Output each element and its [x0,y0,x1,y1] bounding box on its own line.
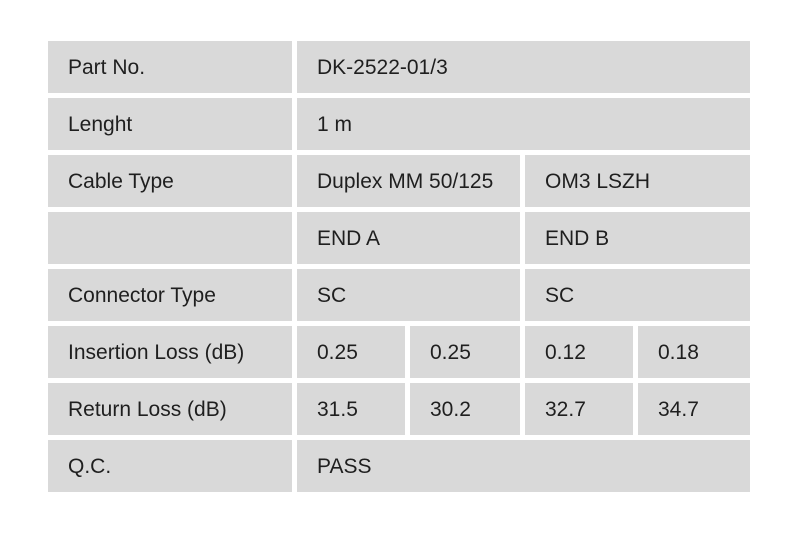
cell-part-no-label: Part No. [48,41,292,93]
cell-insertion-loss-label: Insertion Loss (dB) [48,326,292,378]
cell-end-spacer [48,212,292,264]
cell-insertion-loss-end-b-2: 0.18 [638,326,750,378]
cell-connector-type-end-b: SC [525,269,750,321]
cell-length-value: 1 m [297,98,750,150]
cell-end-b-header: END B [525,212,750,264]
cell-connector-type-label: Connector Type [48,269,292,321]
cell-insertion-loss-end-a-2: 0.25 [410,326,520,378]
qc-spec-table: Part No. DK-2522-01/3 Lenght 1 m Cable T… [43,36,755,497]
cell-insertion-loss-end-b-1: 0.12 [525,326,633,378]
table-row-insertion-loss: Insertion Loss (dB) 0.25 0.25 0.12 0.18 [48,326,750,378]
cell-return-loss-end-a-1: 31.5 [297,383,405,435]
table-row-connector-type: Connector Type SC SC [48,269,750,321]
cell-return-loss-end-b-2: 34.7 [638,383,750,435]
cell-return-loss-end-a-2: 30.2 [410,383,520,435]
table-row-cable-type: Cable Type Duplex MM 50/125 OM3 LSZH [48,155,750,207]
table-row-length: Lenght 1 m [48,98,750,150]
table-row-qc: Q.C. PASS [48,440,750,492]
cell-cable-type-value-2: OM3 LSZH [525,155,750,207]
cell-return-loss-end-b-1: 32.7 [525,383,633,435]
cell-cable-type-value-1: Duplex MM 50/125 [297,155,520,207]
cell-length-label: Lenght [48,98,292,150]
cell-cable-type-label: Cable Type [48,155,292,207]
cell-qc-value: PASS [297,440,750,492]
cell-qc-label: Q.C. [48,440,292,492]
table-row-end-headers: END A END B [48,212,750,264]
cell-part-no-value: DK-2522-01/3 [297,41,750,93]
cell-connector-type-end-a: SC [297,269,520,321]
cell-insertion-loss-end-a-1: 0.25 [297,326,405,378]
cell-return-loss-label: Return Loss (dB) [48,383,292,435]
table-row-return-loss: Return Loss (dB) 31.5 30.2 32.7 34.7 [48,383,750,435]
cell-end-a-header: END A [297,212,520,264]
table-row-part-no: Part No. DK-2522-01/3 [48,41,750,93]
